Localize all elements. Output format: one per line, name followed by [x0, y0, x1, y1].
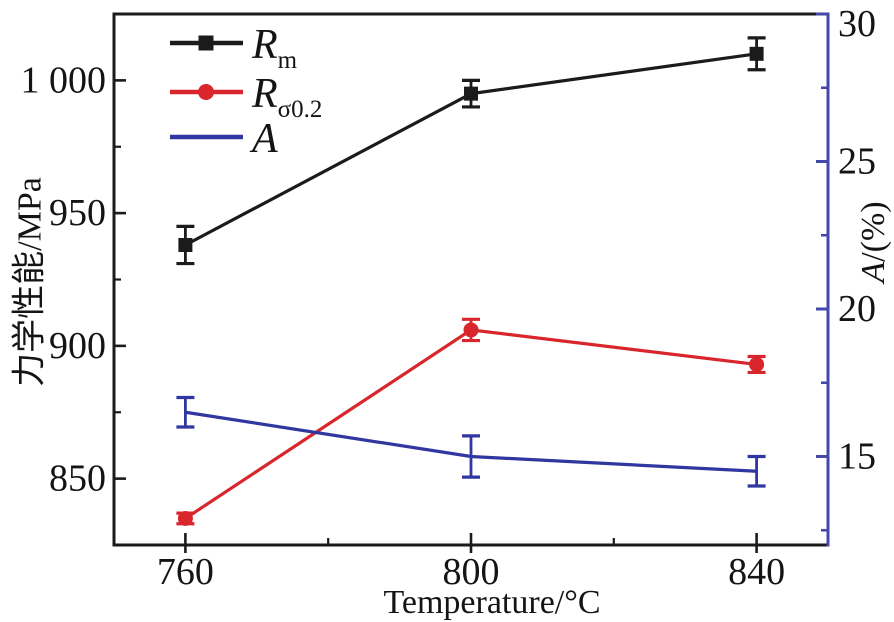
legend-marker-Rm [198, 35, 214, 51]
series-line-A [185, 410, 757, 473]
marker-Rsigma02-840 [749, 356, 765, 372]
marker-Rm-840 [749, 46, 764, 61]
marker-Rm-800 [464, 86, 478, 101]
legend-label-A: A [249, 116, 278, 162]
series-A [176, 395, 766, 488]
right-axis-title: A/(%) [855, 201, 892, 284]
axes-layer: 760 800 840 850 900 950 1 000 15 20 25 30 A/(%) [21, 3, 892, 593]
x-tick-label: 800 [443, 551, 500, 593]
left-axis-title: 力学性能/MPa [11, 177, 49, 387]
legend-marker-Rsigma02 [198, 84, 214, 100]
series-Rsigma02 [176, 317, 766, 526]
y-left-tick-label: 900 [49, 325, 106, 367]
marker-Rsigma02-760 [177, 510, 193, 526]
x-tick-label: 840 [728, 551, 785, 593]
y-right-tick-label: 15 [838, 436, 876, 478]
x-axis-title: Temperature/°C [383, 584, 600, 621]
series-Rm [176, 36, 766, 266]
x-tick-label: 760 [157, 551, 214, 593]
marker-Rm-760 [178, 237, 193, 252]
y-left-tick-label: 950 [49, 192, 106, 234]
legend-item-Rm: Rm [170, 22, 298, 74]
legend-item-Rsigma02: Rσ0.2 [170, 71, 322, 123]
legend-label-Rm: Rm [251, 22, 298, 74]
y-right-tick-label: 30 [838, 3, 876, 45]
legend-item-A: A [170, 116, 278, 162]
y-right-tick-label: 20 [838, 288, 876, 330]
y-right-tick-label: 25 [838, 141, 876, 183]
legend-label-Rsigma02: Rσ0.2 [251, 71, 322, 123]
y-left-tick-label: 1 000 [21, 59, 107, 101]
y-left-tick-label: 850 [49, 458, 106, 500]
series-layer [176, 36, 766, 526]
marker-Rsigma02-800 [463, 322, 479, 338]
